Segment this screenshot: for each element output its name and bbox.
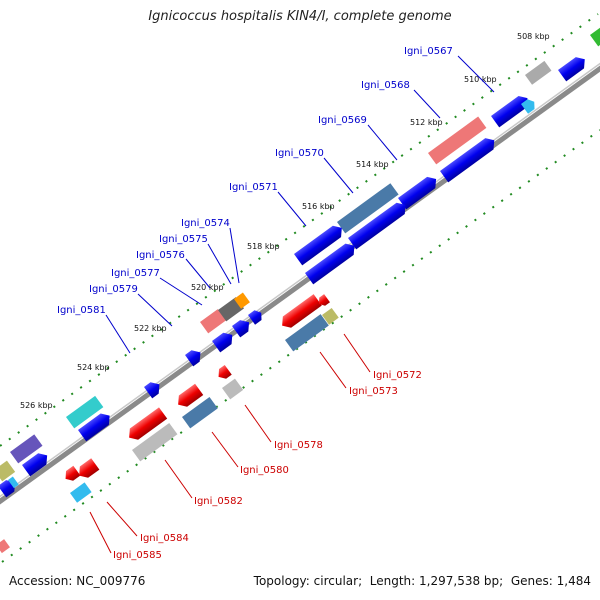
cds-feature	[79, 458, 100, 478]
genes-value: 1,484	[556, 574, 591, 588]
gene-label[interactable]: Igni_0571	[229, 182, 278, 193]
cds-feature	[0, 460, 16, 482]
kbp-tick-label: 520 kbp	[191, 283, 224, 292]
reverse-gene-labels: Igni_0572 Igni_0573 Igni_0578 Igni_0580 …	[113, 370, 422, 561]
kbp-tick-label: 516 kbp	[302, 202, 335, 211]
cds-feature	[182, 397, 218, 429]
cds-feature	[440, 138, 495, 183]
cds-feature	[78, 413, 110, 442]
topology-value: circular	[313, 574, 359, 588]
cds-feature	[558, 57, 585, 82]
gene-label[interactable]: Igni_0573	[349, 386, 398, 397]
gene-label[interactable]: Igni_0581	[57, 305, 106, 316]
forward-features-inner	[0, 99, 535, 498]
genes-label: Genes:	[510, 574, 553, 588]
kbp-tick-label: 522 kbp	[134, 324, 167, 333]
cds-feature	[337, 183, 399, 234]
length-label: Length:	[369, 574, 416, 588]
accession-info: Accession: NC_009776	[9, 574, 145, 588]
reverse-features	[0, 294, 339, 554]
kbp-tick-label: 510 kbp	[464, 75, 497, 84]
gene-label[interactable]: Igni_0584	[140, 533, 189, 544]
forward-leader-lines	[105, 55, 495, 354]
cds-feature	[294, 225, 342, 266]
cds-feature	[132, 422, 178, 462]
gene-label[interactable]: Igni_0575	[159, 234, 208, 245]
cds-feature	[234, 292, 250, 309]
cds-feature	[322, 307, 339, 325]
cds-feature	[22, 453, 48, 477]
cds-feature	[212, 332, 233, 353]
cds-feature	[65, 465, 81, 481]
cds-feature	[0, 539, 10, 554]
gene-label[interactable]: Igni_0572	[373, 370, 422, 381]
forward-features	[0, 24, 600, 482]
cds-feature	[200, 309, 227, 334]
kbp-tick-label: 514 kbp	[356, 160, 389, 169]
cds-feature	[70, 482, 92, 503]
kbp-tick-label: 524 kbp	[77, 363, 110, 372]
gene-label[interactable]: Igni_0567	[404, 46, 453, 57]
separator: ;	[358, 574, 366, 588]
outer-tick-track	[0, 13, 599, 447]
cds-feature	[222, 378, 244, 400]
gene-label[interactable]: Igni_0577	[111, 268, 160, 279]
cds-feature	[129, 407, 168, 440]
cds-feature	[218, 364, 232, 379]
gene-label[interactable]: Igni_0569	[318, 115, 367, 126]
cds-feature	[232, 320, 250, 338]
cds-feature	[428, 116, 487, 165]
cds-feature	[491, 96, 528, 128]
cds-feature	[144, 382, 160, 399]
cds-feature	[318, 294, 330, 306]
reverse-leader-lines	[89, 333, 371, 554]
cds-feature	[525, 60, 552, 85]
cds-feature	[185, 350, 201, 367]
cds-feature	[178, 383, 204, 407]
gene-label[interactable]: Igni_0576	[136, 250, 185, 261]
cds-feature	[10, 434, 43, 464]
kbp-tick-labels: 508 kbp 510 kbp 512 kbp 514 kbp 516 kbp …	[20, 32, 550, 410]
accession-label: Accession:	[9, 574, 73, 588]
cds-feature	[398, 176, 437, 210]
cds-feature	[66, 395, 104, 429]
cds-feature	[590, 24, 600, 47]
gene-label[interactable]: Igni_0578	[274, 440, 323, 451]
gene-label[interactable]: Igni_0585	[113, 550, 162, 561]
genome-summary: Topology: circular; Length: 1,297,538 bp…	[254, 574, 591, 588]
kbp-tick-label: 508 kbp	[517, 32, 550, 41]
kbp-tick-label: 518 kbp	[247, 242, 280, 251]
map-title: Ignicoccus hospitalis KIN4/I, complete g…	[148, 9, 452, 24]
kbp-tick-label: 512 kbp	[410, 118, 443, 127]
length-value: 1,297,538 bp	[419, 574, 500, 588]
gene-label[interactable]: Igni_0580	[240, 465, 289, 476]
cds-feature	[0, 480, 16, 498]
cds-feature	[521, 99, 535, 114]
topology-label: Topology:	[253, 574, 310, 588]
accession-value: NC_009776	[76, 574, 146, 588]
kbp-tick-label: 526 kbp	[20, 401, 53, 410]
gene-label[interactable]: Igni_0570	[275, 148, 324, 159]
cds-feature	[248, 310, 262, 325]
separator: ;	[499, 574, 508, 588]
inner-tick-track	[1, 129, 600, 563]
cds-feature	[305, 243, 355, 285]
gene-label[interactable]: Igni_0568	[361, 80, 410, 91]
gene-label[interactable]: Igni_0574	[181, 218, 230, 229]
cds-feature	[348, 202, 406, 250]
forward-gene-labels: Igni_0567 Igni_0568 Igni_0569 Igni_0570 …	[57, 46, 453, 316]
gene-label[interactable]: Igni_0582	[194, 496, 243, 507]
cds-feature	[285, 314, 329, 352]
cds-feature	[8, 476, 19, 489]
cds-feature	[282, 294, 322, 328]
gene-label[interactable]: Igni_0579	[89, 284, 138, 295]
